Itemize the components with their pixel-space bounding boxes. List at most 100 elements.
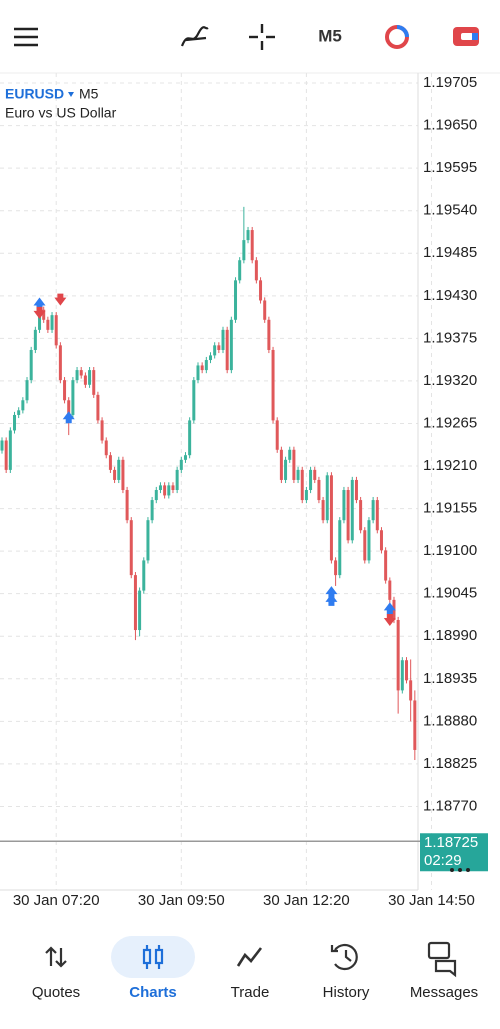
candle-body <box>334 560 338 576</box>
nav-label[interactable]: History <box>323 984 370 1001</box>
candle-body <box>171 485 175 491</box>
menu-button[interactable] <box>14 27 38 47</box>
candle-body <box>238 260 242 281</box>
candle-body <box>133 575 137 631</box>
candle-body <box>117 459 121 480</box>
y-tick-label: 1.18935 <box>423 670 477 687</box>
candle-body <box>234 280 238 320</box>
candle-body <box>88 370 92 385</box>
candle-body <box>396 619 400 691</box>
nav-label[interactable]: Quotes <box>32 984 80 1001</box>
candle-body <box>0 440 4 451</box>
y-tick-label: 1.19485 <box>423 244 477 261</box>
candle-body <box>346 490 350 541</box>
candle-body <box>146 520 150 561</box>
trade-marker <box>54 293 67 306</box>
more-dot <box>450 868 454 872</box>
trade-button[interactable] <box>385 25 409 49</box>
candle-body <box>359 500 363 531</box>
y-tick-label: 1.19595 <box>423 159 477 176</box>
nav-label[interactable]: Charts <box>129 984 177 1001</box>
y-tick-label: 1.19265 <box>423 414 477 431</box>
trade-marker <box>62 411 75 424</box>
candle-body <box>317 479 321 501</box>
trade-icon[interactable] <box>236 947 263 967</box>
candle-body <box>29 349 33 381</box>
candle-body <box>54 315 58 346</box>
more-dot <box>458 868 462 872</box>
candle-body <box>113 469 117 480</box>
timeframe-button[interactable]: M5 <box>318 26 342 45</box>
candle-body <box>100 420 104 441</box>
y-tick-label: 1.19045 <box>423 585 477 602</box>
candle-body <box>413 700 417 750</box>
candle-body <box>296 469 300 480</box>
y-tick-label: 1.19650 <box>423 117 477 134</box>
candle-body <box>213 345 217 356</box>
symbol[interactable]: EURUSD <box>5 86 64 102</box>
candle-body <box>221 329 225 350</box>
messages-icon[interactable] <box>427 941 457 978</box>
top-bar: M5 <box>14 24 479 50</box>
candle-body <box>125 490 129 521</box>
candle-body <box>42 309 46 320</box>
candle-body <box>292 449 296 480</box>
candle-body <box>67 400 71 415</box>
indicators-button[interactable] <box>180 26 209 47</box>
candle-body <box>163 485 167 496</box>
nav-label[interactable]: Trade <box>231 984 270 1001</box>
candle-body <box>92 370 96 395</box>
candle-body <box>246 230 250 241</box>
y-tick-label: 1.19155 <box>423 500 477 517</box>
candle-body <box>217 345 221 350</box>
legend-timeframe: M5 <box>79 86 99 102</box>
candle-body <box>329 475 333 561</box>
candle-body <box>71 380 75 415</box>
candle-body <box>363 530 367 561</box>
candle-body <box>267 319 271 350</box>
y-tick-label: 1.19210 <box>423 457 477 474</box>
candle-body <box>192 380 196 421</box>
chart: 30 Jan 07:20 30 Jan 09:50 30 Jan 12:20 30 J… <box>0 73 488 909</box>
crosshair-button[interactable] <box>249 24 275 50</box>
candle-body <box>138 590 142 631</box>
y-tick-label: 1.19430 <box>423 287 477 304</box>
candle-body <box>50 315 54 330</box>
candle-body <box>388 580 392 600</box>
candle-body <box>321 500 325 521</box>
candle-body <box>338 520 342 576</box>
symbol-description: Euro vs US Dollar <box>5 105 117 121</box>
symbol-dropdown[interactable] <box>68 92 74 97</box>
x-tick-label: 30 Jan 14:50 <box>388 892 475 909</box>
y-tick-label: 1.19705 <box>423 74 477 91</box>
history-icon[interactable] <box>330 943 358 971</box>
quotes-icon[interactable] <box>45 946 67 968</box>
candle-body <box>367 520 371 561</box>
x-tick-label: 30 Jan 09:50 <box>138 892 225 909</box>
candle-body <box>384 550 388 581</box>
candle-body <box>400 660 404 691</box>
candle-body <box>313 469 317 480</box>
candle-body <box>25 380 29 401</box>
candle-body <box>300 469 304 501</box>
trade-marker <box>33 306 46 319</box>
candle-body <box>225 329 229 371</box>
candle-body <box>200 365 204 371</box>
candle-body <box>250 230 254 261</box>
candle-body <box>154 490 158 501</box>
account-button[interactable] <box>453 27 479 46</box>
candle-body <box>58 345 62 381</box>
candle-body <box>150 500 154 521</box>
candle-body <box>271 349 275 421</box>
candle-body <box>142 560 146 591</box>
charts-icon[interactable] <box>142 945 164 969</box>
bottom-nav: Quotes Charts Trade History Messages <box>32 936 478 1001</box>
candle-body <box>17 410 21 415</box>
candle-body <box>8 430 12 470</box>
y-tick-label: 1.18880 <box>423 712 477 729</box>
candle-body <box>288 449 292 460</box>
candle-body <box>304 490 308 501</box>
nav-label[interactable]: Messages <box>410 984 478 1001</box>
